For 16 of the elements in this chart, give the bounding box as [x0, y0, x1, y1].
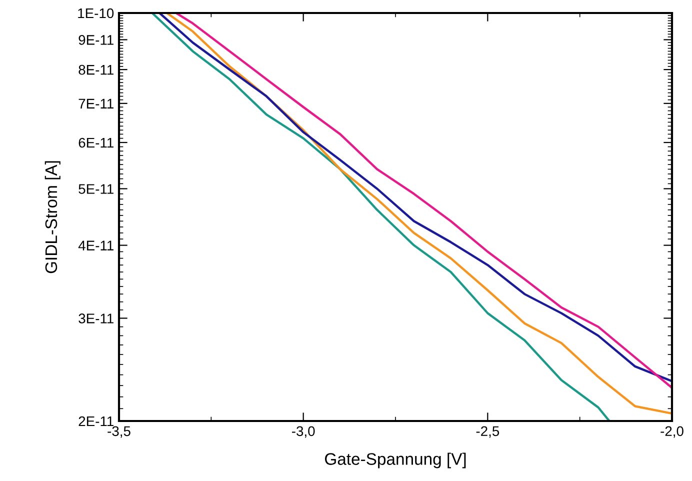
y-tick-label: 3E-11: [78, 314, 114, 324]
y-tick-label: 4E-11: [78, 240, 114, 250]
x-tick-label: -3,5: [108, 426, 130, 438]
y-tick-label: 5E-11: [78, 184, 114, 194]
y-tick-label: 6E-11: [78, 138, 114, 148]
x-tick-label: -2,0: [660, 426, 684, 438]
x-tick-label: -2,5: [476, 426, 500, 438]
y-tick-label: 1E-10: [78, 8, 114, 18]
line-series: [151, 13, 610, 421]
y-tick-label: 9E-11: [78, 35, 114, 45]
x-axis-title: Gate-Spannung [V]: [324, 452, 466, 468]
y-tick-label: 2E-11: [78, 416, 114, 426]
y-tick-label: 7E-11: [78, 98, 114, 108]
x-tick-label: -3,0: [292, 426, 315, 438]
y-tick-label: 8E-11: [78, 64, 114, 75]
y-axis-title: GIDL-Strom [A]: [44, 161, 60, 274]
